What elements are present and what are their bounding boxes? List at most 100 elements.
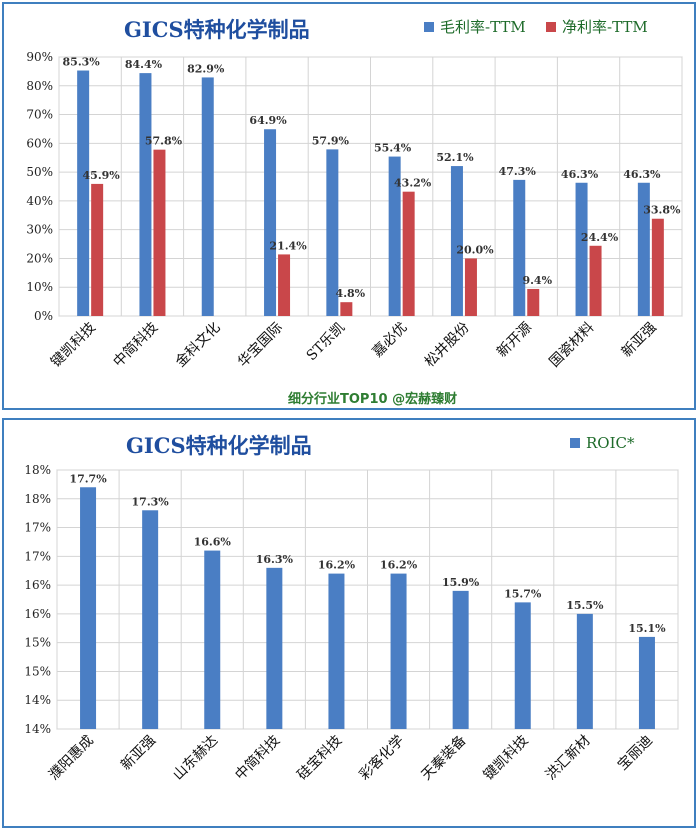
data-label: 16.3% <box>256 553 294 566</box>
bar <box>326 149 339 316</box>
x-tick-label: 国瓷材料 <box>546 320 597 371</box>
bar <box>638 636 655 729</box>
x-tick-label: 硅宝科技 <box>294 733 345 784</box>
y-tick-label: 15% <box>24 636 51 650</box>
data-label: 46.3% <box>561 168 599 181</box>
bar <box>278 254 291 316</box>
data-label: 46.3% <box>623 168 661 181</box>
data-label: 82.9% <box>187 62 225 75</box>
x-tick-label: 键凯科技 <box>481 733 532 784</box>
data-label: 45.9% <box>83 169 121 182</box>
x-tick-label: 山东赫达 <box>170 733 221 784</box>
x-tick-label: 洪汇新材 <box>543 733 594 784</box>
bar <box>340 302 353 316</box>
bar <box>576 613 593 729</box>
bar <box>201 77 214 316</box>
y-tick-label: 90% <box>26 50 53 64</box>
y-tick-label: 20% <box>26 251 53 265</box>
data-label: 4.8% <box>336 287 366 300</box>
x-tick-label: ST乐凯 <box>304 320 349 365</box>
y-tick-label: 30% <box>26 223 53 237</box>
data-label: 57.8% <box>145 135 183 148</box>
y-tick-label: 0% <box>34 309 53 323</box>
bar <box>464 258 477 316</box>
data-label: 15.9% <box>442 576 480 589</box>
data-label: 33.8% <box>643 204 681 217</box>
bar <box>390 573 407 729</box>
x-tick-label: 中简科技 <box>110 319 162 371</box>
bar <box>589 245 602 316</box>
data-label: 17.3% <box>132 495 170 508</box>
data-label: 20.0% <box>456 243 494 256</box>
y-tick-label: 16% <box>24 578 51 592</box>
data-label: 55.4% <box>374 142 412 155</box>
legend-swatch-red <box>546 21 556 32</box>
legend-label: ROIC* <box>586 434 635 452</box>
x-tick-label: 新亚强 <box>118 733 159 774</box>
bar <box>513 179 526 316</box>
y-tick-label: 70% <box>26 108 53 122</box>
legend-swatch-blue <box>570 438 580 448</box>
data-label: 47.3% <box>499 165 537 178</box>
bar-chart-roic: 14% 14% 15% 15% 16% 16% 17% 17% 18% 18% 17.7% 17.3%… <box>24 463 679 784</box>
legend-net-margin[interactable]: 净利率-TTM <box>546 16 648 37</box>
y-tick-label: 15% <box>24 664 51 678</box>
bar-chart-margins: 0% 10% 20% 30% 40% 50% 60% 70% 80% 90% 85.3% 84.4% 8… <box>26 50 683 371</box>
data-label: 16.2% <box>380 559 418 572</box>
data-label: 9.4% <box>522 274 552 287</box>
x-tick-label: 宝丽迪 <box>615 733 656 774</box>
x-tick-label: 新开源 <box>494 320 535 361</box>
bar <box>450 166 463 316</box>
bar <box>204 550 221 729</box>
data-label: 52.1% <box>436 151 474 164</box>
y-tick-label: 16% <box>24 607 51 621</box>
x-tick-label: 中简科技 <box>232 732 284 784</box>
data-label: 17.7% <box>69 472 107 485</box>
bar <box>77 70 90 316</box>
bar <box>266 567 283 729</box>
y-tick-label: 14% <box>24 693 51 707</box>
y-tick-label: 60% <box>26 136 53 150</box>
bar <box>637 182 650 316</box>
y-tick-label: 50% <box>26 165 53 179</box>
data-label: 64.9% <box>249 114 287 127</box>
bar <box>142 510 159 729</box>
data-label: 43.2% <box>394 177 432 190</box>
legend-swatch-blue <box>424 21 434 32</box>
x-tick-label: 彩客化学 <box>356 732 408 784</box>
legend-label: 毛利率-TTM <box>440 18 526 36</box>
x-tick-label: 华宝国际 <box>235 320 286 371</box>
y-tick-label: 18% <box>24 463 51 477</box>
x-tick-label: 濮阳惠成 <box>46 733 97 784</box>
data-label: 16.6% <box>194 536 232 549</box>
bar <box>139 73 152 316</box>
data-label: 16.2% <box>318 559 356 572</box>
chart-title: GICS特种化学制品 <box>124 17 310 42</box>
chart-footer: 细分行业TOP10 @宏赫臻财 <box>288 392 458 407</box>
chart-panel-margins: GICS特种化学制品 毛利率-TTM 净利率-TTM 0% 10% 20% 30% 40… <box>2 2 696 410</box>
chart-title: GICS特种化学制品 <box>126 433 312 458</box>
x-tick-label: 嘉必优 <box>369 320 410 361</box>
bar <box>402 191 415 316</box>
bar <box>80 487 97 729</box>
legend-roic[interactable]: ROIC* <box>570 434 635 452</box>
data-label: 21.4% <box>269 239 307 252</box>
data-label: 15.7% <box>504 587 542 600</box>
x-tick-label: 天秦装备 <box>418 732 470 784</box>
y-tick-label: 17% <box>24 521 51 535</box>
y-tick-label: 40% <box>26 194 53 208</box>
bar <box>328 573 345 729</box>
data-label: 85.3% <box>63 56 101 69</box>
data-label: 84.4% <box>125 58 163 71</box>
data-label: 15.1% <box>628 622 666 635</box>
data-label: 57.9% <box>312 134 350 147</box>
x-tick-label: 松井股份 <box>422 320 473 371</box>
legend-gross-margin[interactable]: 毛利率-TTM <box>424 16 526 37</box>
bar <box>153 149 166 316</box>
x-tick-label: 金科文化 <box>173 320 224 371</box>
bar <box>91 183 104 316</box>
bar <box>452 590 469 729</box>
bar <box>575 182 588 316</box>
y-tick-label: 18% <box>24 492 51 506</box>
bar <box>514 602 531 729</box>
